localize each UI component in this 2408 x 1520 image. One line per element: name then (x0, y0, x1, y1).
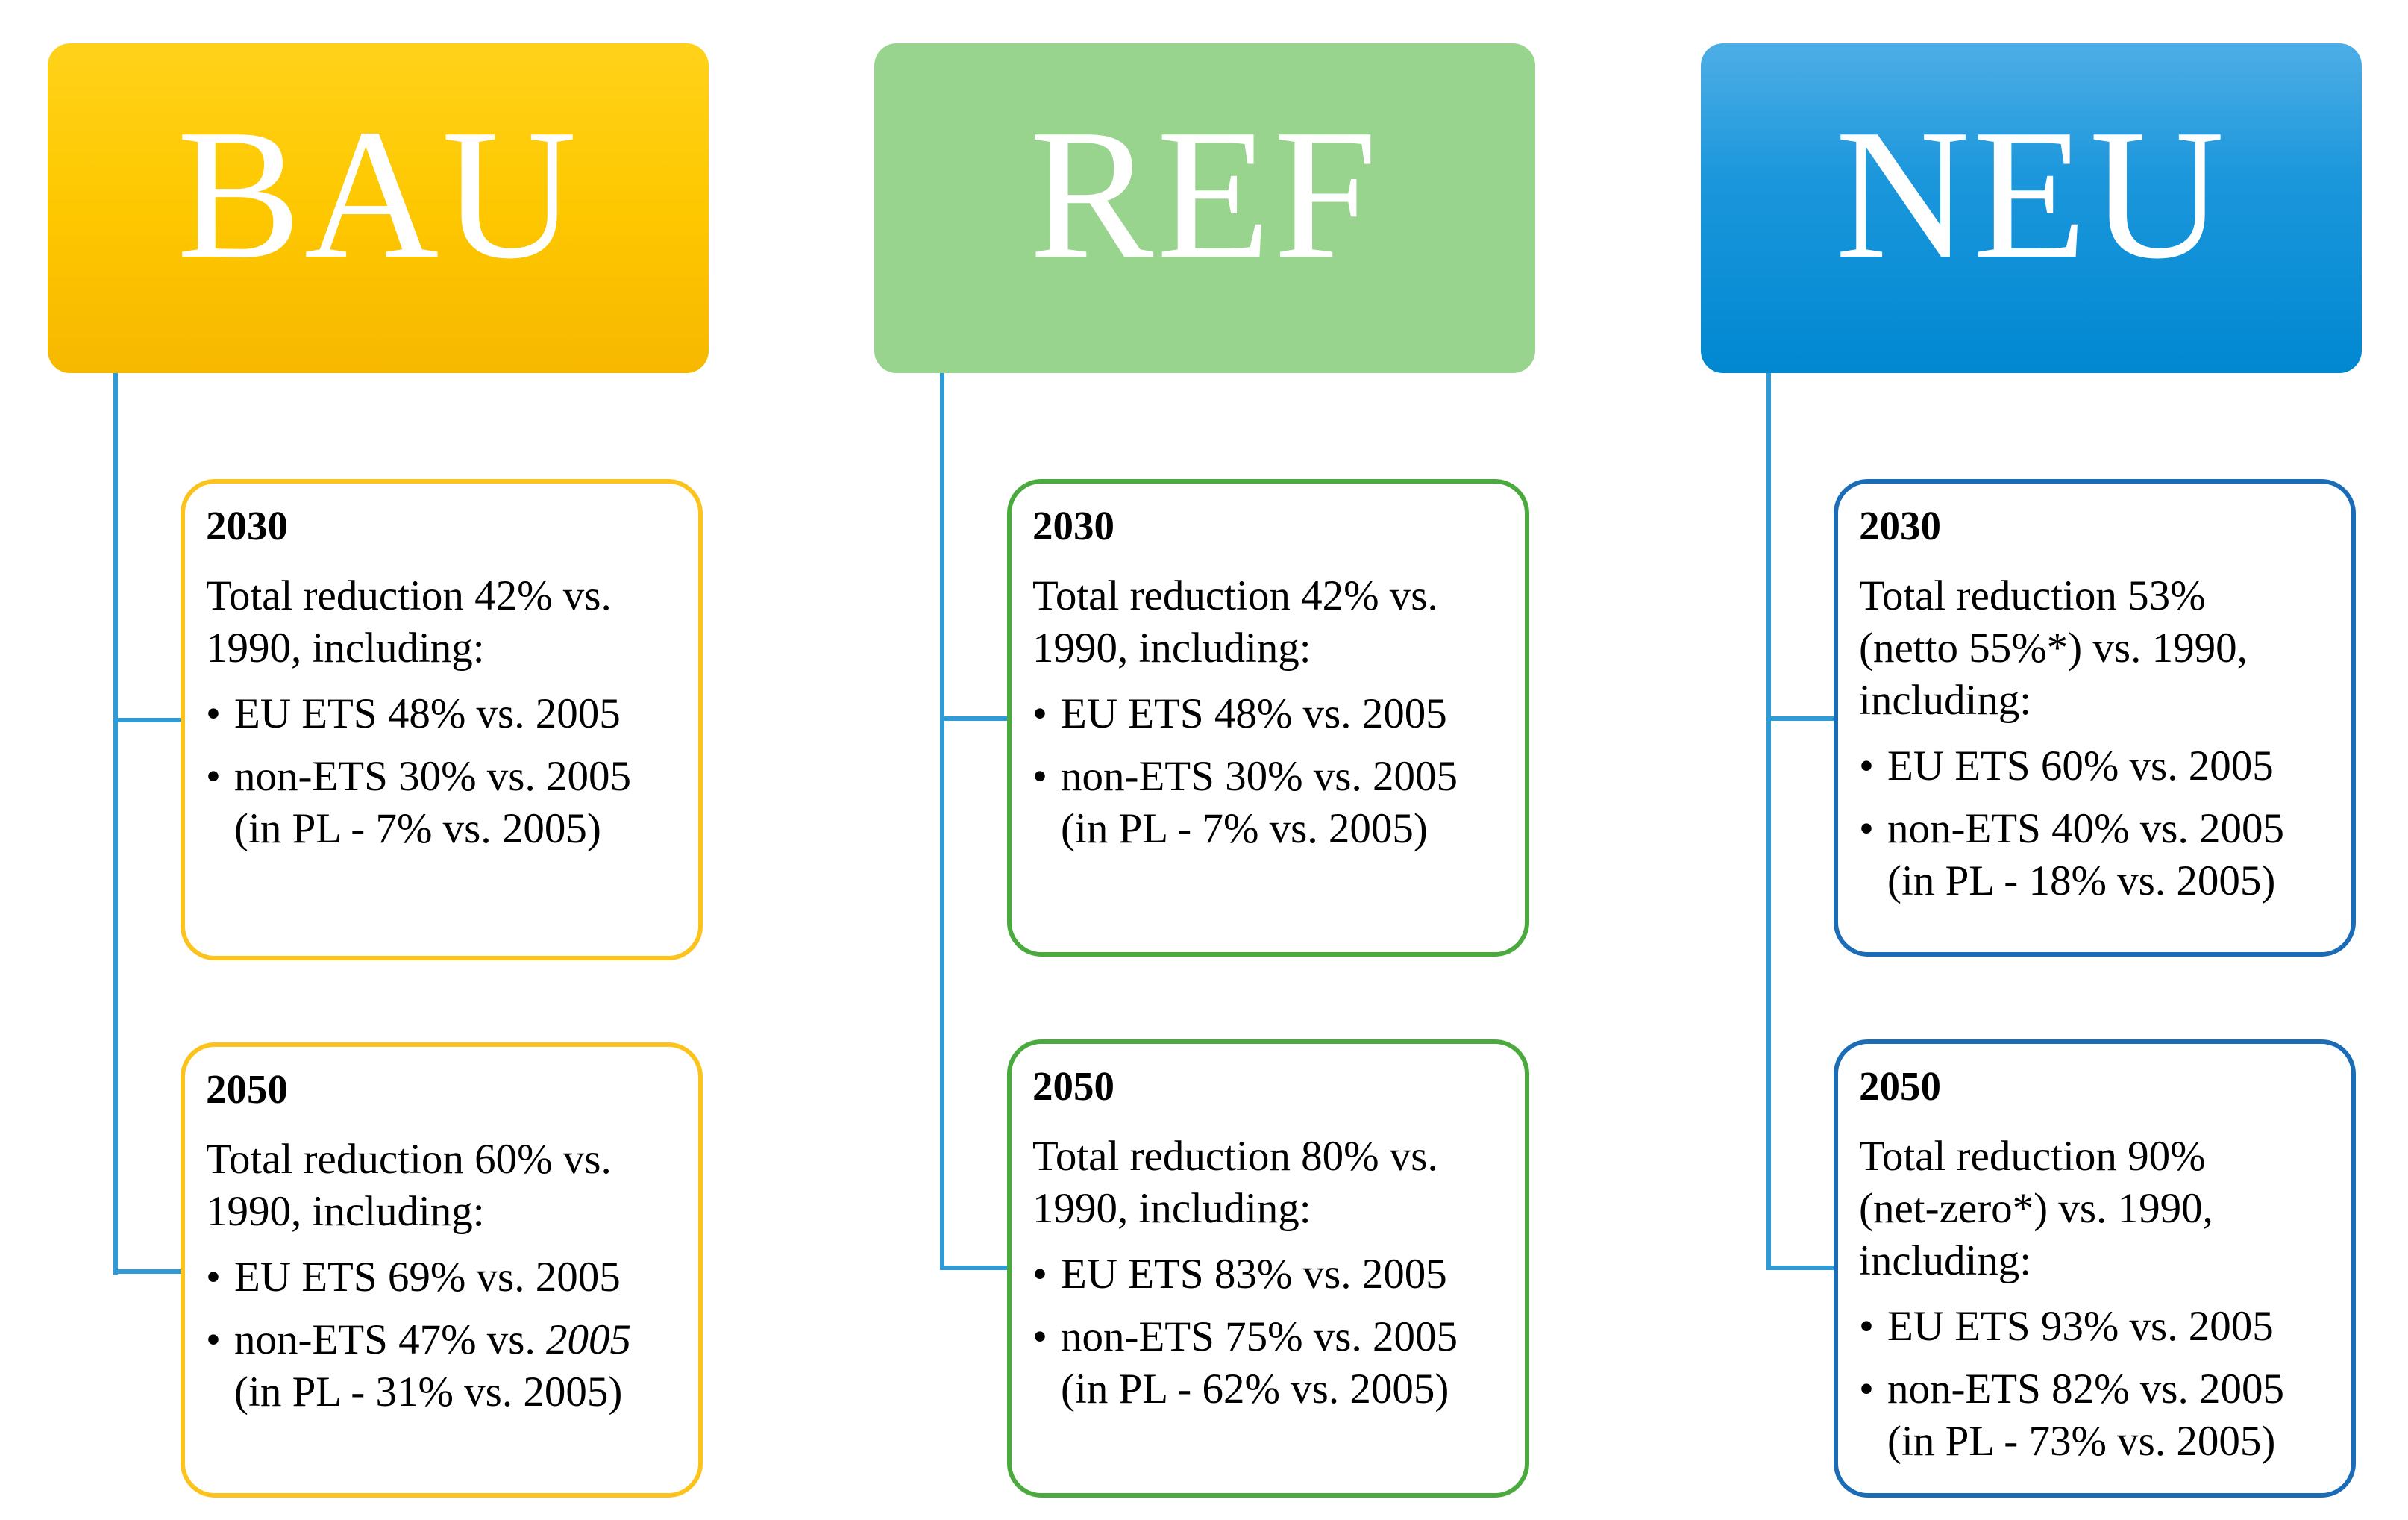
non-ets-bullet: • non-ETS 30% vs. 2005 (in PL - 7% vs. 200… (206, 753, 631, 852)
ets-bullet: • EU ETS 48% vs. 2005 (1032, 690, 1447, 737)
total-reduction: Total reduction 53% (netto 55%*) vs. 199… (1859, 572, 2248, 724)
non-ets-bullet: • non-ETS 82% vs. 2005 (in PL - 73% vs. 20… (1859, 1366, 2284, 1465)
box-year: 2050 (1032, 1063, 1114, 1109)
total-reduction: Total reduction 60% vs. 1990, including: (206, 1136, 612, 1235)
scenario-bau: BAU 2030 Total reduction 42% vs. 1990, i… (48, 0, 719, 1520)
connector-vertical (1766, 373, 1771, 1270)
ets-bullet: • EU ETS 60% vs. 2005 (1859, 742, 2274, 789)
non-ets-bullet: • non-ETS 30% vs. 2005 (in PL - 7% vs. 200… (1032, 753, 1458, 852)
box-year: 2030 (1859, 503, 1941, 548)
total-reduction: Total reduction 42% vs. 1990, including: (206, 572, 612, 672)
box-year: 2030 (1032, 503, 1114, 548)
scenario-title: NEU (1835, 91, 2227, 298)
ets-bullet: • EU ETS 48% vs. 2005 (206, 690, 621, 737)
total-reduction: Total reduction 42% vs. 1990, including: (1032, 572, 1438, 672)
box-year: 2050 (1859, 1063, 1941, 1109)
non-ets-bullet: • non-ETS 40% vs. 2005 (in PL - 18% vs. 20… (1859, 805, 2284, 904)
total-reduction: Total reduction 80% vs. 1990, including: (1032, 1133, 1438, 1232)
connector-2030 (1766, 716, 1899, 721)
ets-bullet: • EU ETS 93% vs. 2005 (1859, 1303, 2274, 1350)
total-reduction: Total reduction 90% (net-zero*) vs. 1990… (1859, 1133, 2213, 1284)
connector-2030 (940, 716, 1073, 721)
scenario-header-bau: BAU (48, 43, 709, 373)
box-2030: 2030 Total reduction 53% (netto 55%*) vs… (1834, 479, 2356, 957)
connector-2050 (113, 1269, 246, 1274)
connector-vertical (113, 373, 118, 1275)
ets-bullet: • EU ETS 69% vs. 2005 (206, 1254, 621, 1301)
connector-2030 (113, 718, 246, 722)
scenario-title: BAU (177, 91, 580, 298)
scenario-title: REF (1029, 91, 1381, 298)
box-2050: 2050 Total reduction 80% vs. 1990, inclu… (1007, 1039, 1529, 1498)
connector-2050 (940, 1266, 1073, 1270)
box-2030: 2030 Total reduction 42% vs. 1990, inclu… (181, 479, 703, 960)
connector-2050 (1766, 1266, 1899, 1270)
ets-bullet: • EU ETS 83% vs. 2005 (1032, 1251, 1447, 1298)
box-2050: 2050 Total reduction 90% (net-zero*) vs.… (1834, 1039, 2356, 1498)
box-2030: 2030 Total reduction 42% vs. 1990, inclu… (1007, 479, 1529, 957)
box-year: 2030 (206, 503, 288, 548)
box-year: 2050 (206, 1066, 288, 1112)
non-ets-bullet: • non-ETS 47% vs. 2005 (in PL - 31% vs. 20… (206, 1316, 631, 1416)
box-2050: 2050 Total reduction 60% vs. 1990, inclu… (181, 1042, 703, 1498)
scenario-neu: NEU 2030 Total reduction 53% (netto 55%*… (1701, 0, 2372, 1520)
scenario-header-neu: NEU (1701, 43, 2362, 373)
scenario-ref: REF 2030 Total reduction 42% vs. 1990, i… (874, 0, 1546, 1520)
non-ets-bullet: • non-ETS 75% vs. 2005 (in PL - 62% vs. 20… (1032, 1313, 1458, 1413)
connector-vertical (940, 373, 944, 1270)
scenario-header-ref: REF (874, 43, 1535, 373)
